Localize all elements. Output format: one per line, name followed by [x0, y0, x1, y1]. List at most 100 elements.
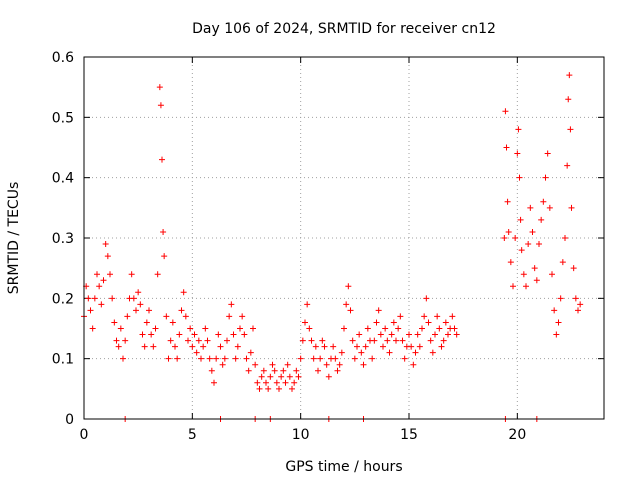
data-point: [577, 301, 584, 308]
data-point: [133, 307, 139, 314]
data-point: [371, 337, 378, 344]
data-point: [252, 361, 259, 368]
data-point: [354, 343, 360, 350]
data-point: [141, 343, 148, 350]
data-point: [531, 265, 538, 272]
data-point: [555, 319, 562, 326]
data-point: [449, 313, 456, 320]
data-point: [135, 289, 142, 296]
data-point: [566, 72, 573, 79]
data-point: [347, 307, 354, 314]
data-point: [436, 325, 443, 332]
data-point: [146, 307, 152, 314]
data-point: [451, 325, 458, 332]
data-point: [330, 343, 337, 350]
data-point: [575, 307, 581, 314]
data-point: [202, 325, 209, 332]
data-points: [81, 72, 584, 422]
x-tick-label: 0: [80, 427, 89, 443]
axis-ticks: 0 5 10 15 20 0 0.1 0.2 0.3 0.4 0.5 0.6: [52, 50, 604, 443]
data-point: [341, 325, 347, 332]
data-point: [91, 295, 98, 302]
data-point: [410, 361, 417, 368]
data-point: [180, 289, 187, 296]
data-point: [139, 331, 146, 338]
data-point: [241, 331, 248, 338]
data-point: [520, 271, 527, 278]
data-point: [152, 325, 159, 332]
data-point: [271, 367, 278, 374]
data-point: [256, 385, 263, 392]
data-point: [388, 331, 395, 338]
data-point: [187, 325, 194, 332]
plot-frame: [83, 56, 605, 420]
data-point: [351, 355, 358, 362]
data-point: [419, 325, 425, 332]
data-point: [169, 319, 176, 326]
data-point: [284, 361, 291, 368]
data-point: [234, 343, 241, 350]
data-point: [178, 307, 185, 314]
data-point: [137, 301, 144, 308]
data-point: [317, 355, 324, 362]
data-point: [432, 331, 438, 338]
data-point: [503, 144, 510, 151]
data-point: [356, 331, 363, 338]
data-point: [395, 325, 402, 332]
data-point: [159, 156, 165, 163]
data-point: [510, 283, 516, 290]
data-point: [189, 343, 196, 350]
data-point: [208, 367, 215, 374]
data-point: [515, 126, 522, 133]
data-point: [130, 295, 137, 302]
data-point: [338, 349, 345, 356]
data-point: [174, 355, 181, 362]
chart-title: Day 106 of 2024, SRMTID for receiver cn1…: [192, 21, 496, 37]
data-point: [217, 343, 224, 350]
data-point: [213, 355, 220, 362]
data-point: [567, 126, 574, 133]
data-point: [278, 373, 285, 380]
data-point: [195, 337, 202, 344]
data-point: [109, 295, 116, 302]
data-point: [128, 271, 135, 278]
y-tick-label: 0.2: [52, 291, 74, 307]
data-point: [286, 373, 293, 380]
data-point: [557, 295, 564, 302]
y-tick-label: 0.6: [52, 50, 74, 66]
y-axis-label: SRMTID / TECUs: [6, 182, 22, 295]
data-point: [375, 307, 382, 314]
data-point: [312, 343, 319, 350]
y-tick-label: 0.3: [52, 231, 74, 247]
data-point: [517, 216, 524, 223]
data-point: [200, 343, 207, 350]
data-point: [239, 313, 246, 320]
data-point: [247, 349, 254, 356]
data-point: [323, 361, 330, 368]
data-point: [204, 337, 211, 344]
data-point: [226, 313, 233, 320]
data-point: [263, 379, 269, 386]
data-point: [538, 216, 545, 223]
data-point: [115, 343, 122, 350]
data-point: [315, 367, 321, 374]
data-point: [306, 325, 313, 332]
data-point: [172, 343, 178, 350]
data-point: [343, 301, 350, 308]
data-point: [542, 174, 549, 181]
data-point: [501, 235, 508, 241]
data-point: [345, 283, 352, 290]
x-axis-label: GPS time / hours: [285, 459, 402, 475]
data-point: [221, 355, 228, 362]
data-point: [120, 355, 126, 362]
data-point: [265, 385, 272, 392]
data-point: [408, 343, 415, 350]
data-point: [442, 319, 449, 326]
data-point: [549, 271, 555, 278]
data-point: [544, 150, 551, 157]
data-point: [258, 373, 265, 380]
data-point: [453, 331, 460, 338]
data-point: [349, 337, 356, 344]
data-point: [297, 355, 304, 362]
data-point: [386, 349, 393, 356]
